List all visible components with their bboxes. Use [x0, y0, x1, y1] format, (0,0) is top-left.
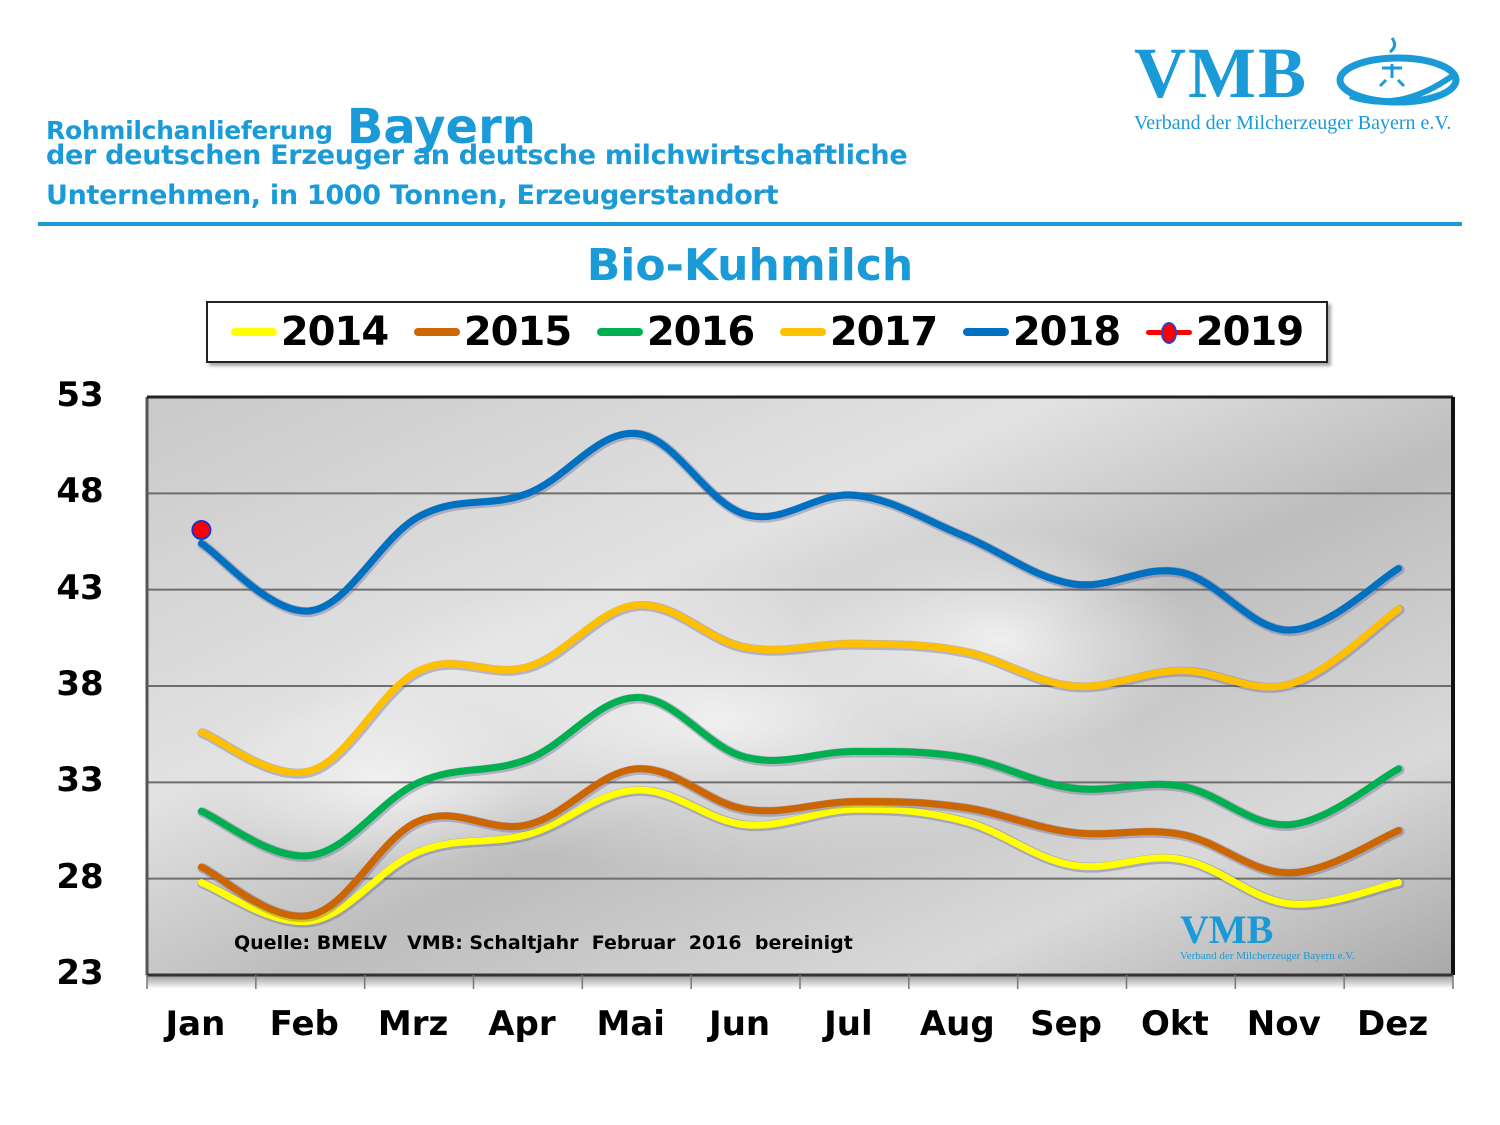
x-tick-label: Okt	[1141, 1004, 1209, 1044]
header-subtitle-line1: der deutschen Erzeuger an deutsche milch…	[46, 140, 908, 171]
legend-label: 2019	[1195, 309, 1304, 355]
logo-wordmark: VMB	[1134, 33, 1308, 113]
series-line-2015	[197, 765, 1403, 920]
axes	[145, 395, 1455, 989]
y-tick-label: 48	[56, 471, 104, 512]
legend-label: 2016	[646, 309, 755, 355]
legend-item-2015: 2015	[413, 309, 572, 355]
x-tick-label: Sep	[1030, 1004, 1103, 1044]
legend-swatch	[413, 328, 460, 336]
chart-legend: 2014 2015 2016 2017 2018 2019	[206, 301, 1328, 363]
source-note: Quelle: BMELV VMB: Schaltjahr Februar 20…	[234, 932, 853, 954]
legend-item-2019: 2019	[1145, 309, 1304, 355]
legend-item-2017: 2017	[779, 309, 938, 355]
y-tick-label: 28	[56, 856, 104, 897]
legend-label: 2017	[829, 309, 938, 355]
y-tick-label: 38	[56, 664, 104, 704]
legend-label: 2018	[1012, 309, 1121, 355]
y-tick-label: 33	[56, 760, 104, 801]
x-tick-label: Mai	[596, 1004, 665, 1044]
y-tick-label: 43	[56, 567, 104, 608]
milk-drop-icon	[1336, 37, 1460, 106]
x-tick-label: Jun	[709, 1004, 771, 1044]
legend-swatch	[962, 328, 1009, 336]
x-tick-label: Feb	[269, 1004, 339, 1044]
legend-swatch	[230, 328, 277, 336]
legend-item-2016: 2016	[596, 309, 755, 355]
legend-label: 2015	[463, 309, 572, 355]
series-lines	[191, 429, 1405, 928]
x-tick-label: Mrz	[377, 1004, 449, 1044]
legend-item-2018: 2018	[962, 309, 1121, 355]
watermark-wordmark: VMB	[1180, 907, 1274, 952]
watermark-subtitle: Verband der Milcherzeuger Bayern e.V.	[1180, 950, 1355, 962]
point-2019-Jan	[191, 519, 212, 540]
legend-swatch	[596, 328, 643, 336]
header-title: Rohmilchanlieferung Bayern	[46, 95, 536, 155]
x-tick-label: Jul	[824, 1004, 873, 1044]
x-tick-label: Apr	[488, 1004, 556, 1044]
x-tick-label: Dez	[1357, 1004, 1429, 1044]
chart-title: Bio-Kuhmilch	[586, 240, 914, 291]
header-title-prefix: Rohmilchanlieferung	[46, 116, 333, 145]
series-line-2017	[197, 601, 1403, 776]
header-title-region: Bayern	[346, 99, 536, 155]
header-subtitle-line2: Unternehmen, in 1000 Tonnen, Erzeugersta…	[46, 180, 779, 211]
vmb-watermark: VMB Verband der Milcherzeuger Bayern e.V…	[1180, 907, 1355, 963]
header-divider	[38, 222, 1462, 226]
milk-splash-decoration	[220, 690, 540, 870]
y-tick-label: 23	[56, 953, 104, 993]
legend-label: 2014	[280, 309, 389, 355]
legend-marker-circle-icon	[1160, 321, 1177, 344]
x-tick-label: Jan	[165, 1004, 226, 1044]
vmb-logo: VMB Verband der Milcherzeuger Bayern e.V…	[1130, 32, 1470, 142]
series-line-2016	[197, 694, 1403, 860]
x-tick-label: Nov	[1246, 1004, 1321, 1044]
x-tick-label: Aug	[919, 1004, 995, 1044]
y-tick-label: 53	[56, 375, 104, 415]
series-line-2018	[197, 430, 1403, 634]
legend-swatch	[779, 328, 826, 336]
series-line-2014	[197, 786, 1403, 926]
legend-swatch	[1145, 321, 1192, 344]
legend-item-2014: 2014	[230, 309, 389, 355]
logo-subtitle: Verband der Milcherzeuger Bayern e.V.	[1134, 112, 1452, 134]
